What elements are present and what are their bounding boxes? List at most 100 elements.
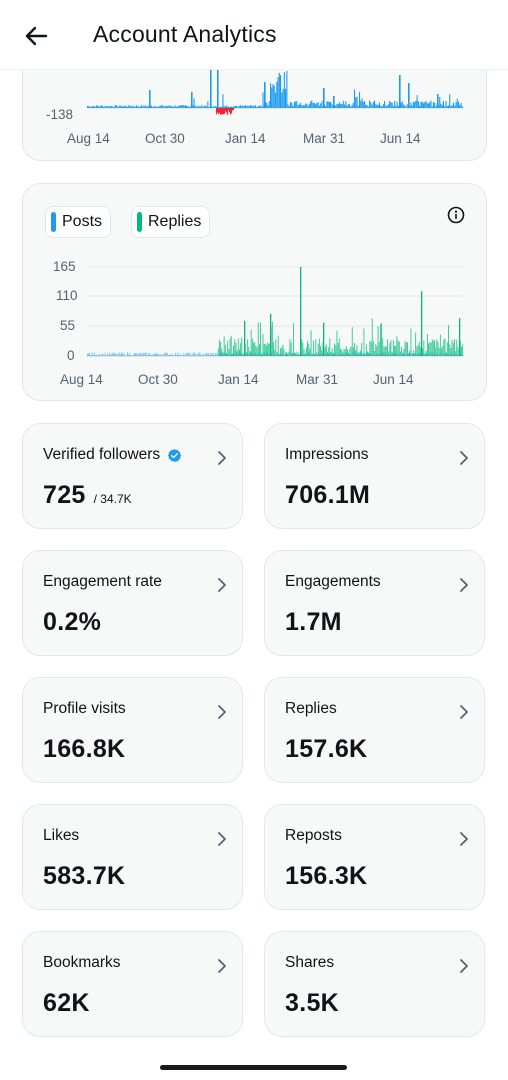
- replies-bar: [288, 351, 290, 356]
- metric-card-impressions[interactable]: Impressions 706.1M: [264, 423, 485, 529]
- posts-bar: [277, 77, 279, 108]
- posts-bar: [379, 102, 381, 108]
- posts-bar: [282, 88, 284, 108]
- y-tick-label: 110: [56, 288, 78, 303]
- replies-bar: [435, 347, 437, 356]
- posts-bar: [356, 96, 358, 108]
- posts-bar: [129, 353, 131, 356]
- x-tick-label: Oct 30: [138, 372, 178, 387]
- x-tick-label: Mar 31: [296, 372, 339, 387]
- negative-bar: [232, 108, 234, 111]
- posts-bar: [189, 106, 191, 108]
- posts-bar: [203, 105, 205, 108]
- replies-bar: [284, 353, 286, 356]
- posts-replies-chart-card: Posts Replies 165 110 55 0 Aug 14 Oct 30…: [22, 183, 487, 401]
- posts-bar: [155, 106, 157, 108]
- posts-bar: [261, 106, 263, 108]
- posts-bar: [156, 352, 158, 356]
- posts-bar: [409, 106, 411, 108]
- posts-spike: [191, 92, 193, 108]
- posts-bar: [341, 103, 343, 108]
- posts-bar: [411, 105, 413, 108]
- posts-bar: [446, 105, 448, 108]
- posts-bar: [195, 354, 196, 356]
- posts-bar: [219, 106, 221, 108]
- posts-bar: [351, 105, 353, 108]
- posts-bar: [174, 105, 176, 108]
- metric-card-shares[interactable]: Shares 3.5K: [264, 931, 485, 1037]
- replies-bar: [411, 353, 413, 356]
- posts-bar: [115, 105, 117, 108]
- posts-bar: [281, 92, 283, 108]
- posts-bar: [310, 101, 312, 108]
- legend-replies-toggle[interactable]: Replies: [131, 206, 211, 238]
- replies-bar: [424, 354, 426, 356]
- legend-posts-toggle[interactable]: Posts: [45, 206, 112, 238]
- posts-bar: [154, 106, 156, 108]
- posts-bar: [124, 105, 126, 108]
- posts-bar: [144, 106, 146, 108]
- arrow-left-icon[interactable]: [20, 20, 52, 52]
- posts-bar: [164, 106, 166, 108]
- posts-bar: [287, 104, 289, 108]
- posts-bar: [210, 353, 212, 356]
- metric-card-engagement-rate[interactable]: Engagement rate 0.2%: [22, 550, 243, 656]
- posts-bar: [103, 106, 105, 108]
- replies-bar: [328, 347, 330, 356]
- posts-bar: [359, 92, 361, 108]
- posts-bar: [122, 106, 124, 108]
- posts-bar: [204, 105, 206, 108]
- replies-bar: [414, 353, 415, 356]
- posts-bar: [224, 106, 226, 108]
- y-tick-label: -138: [46, 107, 74, 122]
- posts-bar: [203, 353, 205, 356]
- posts-bar: [215, 353, 216, 356]
- replies-bar: [269, 343, 271, 356]
- replies-bar: [425, 350, 427, 356]
- posts-bar: [99, 106, 101, 108]
- replies-bar: [303, 349, 305, 356]
- metric-card-engagements[interactable]: Engagements 1.7M: [264, 550, 485, 656]
- posts-bar: [92, 354, 94, 356]
- replies-bar: [362, 354, 364, 356]
- posts-bar: [196, 355, 198, 356]
- posts-bar: [267, 105, 269, 108]
- posts-bar: [135, 353, 137, 356]
- metric-value: 156.3K: [285, 862, 368, 890]
- replies-bar: [317, 343, 319, 356]
- posts-bar: [102, 353, 104, 356]
- posts-bar: [357, 105, 359, 108]
- metric-card-bookmarks[interactable]: Bookmarks 62K: [22, 931, 243, 1037]
- posts-bar: [439, 97, 441, 108]
- metric-card-reposts[interactable]: Reposts 156.3K: [264, 804, 485, 910]
- negative-bar: [219, 108, 221, 113]
- posts-bar: [426, 102, 428, 108]
- metric-card-replies[interactable]: Replies 157.6K: [264, 677, 485, 783]
- posts-bar: [177, 106, 179, 108]
- posts-bar: [116, 354, 118, 356]
- posts-bar: [157, 354, 159, 356]
- home-indicator[interactable]: [160, 1065, 347, 1070]
- chevron-right-icon: [218, 705, 226, 719]
- replies-bar: [432, 340, 434, 356]
- posts-bar: [296, 101, 298, 108]
- posts-bar: [291, 102, 293, 108]
- posts-bar: [218, 107, 220, 108]
- posts-bar: [316, 102, 318, 108]
- posts-bar: [330, 101, 332, 108]
- replies-bar: [234, 339, 236, 356]
- posts-bar: [286, 71, 288, 108]
- posts-bar: [130, 106, 132, 108]
- replies-bar: [374, 351, 375, 356]
- posts-bar: [280, 75, 282, 108]
- replies-bar: [352, 347, 354, 356]
- posts-bar: [444, 106, 446, 108]
- metric-card-profile-visits[interactable]: Profile visits 166.8K: [22, 677, 243, 783]
- posts-bar: [270, 83, 272, 108]
- replies-bar: [334, 343, 335, 356]
- info-icon[interactable]: [446, 205, 466, 225]
- posts-bar: [159, 105, 161, 108]
- metric-card-verified-followers[interactable]: Verified followers 725 / 34.7K: [22, 423, 243, 529]
- metric-card-likes[interactable]: Likes 583.7K: [22, 804, 243, 910]
- metric-label: Profile visits: [43, 700, 126, 717]
